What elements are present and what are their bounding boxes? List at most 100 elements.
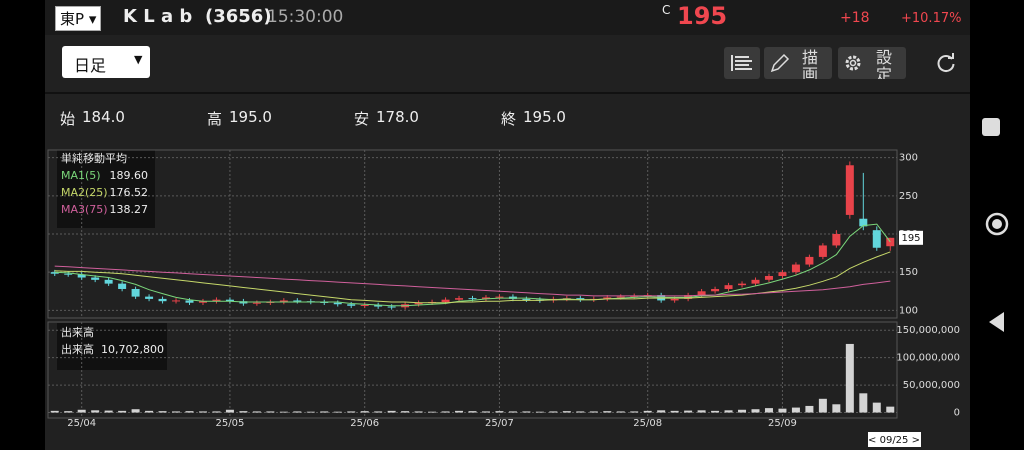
ohlc-value: 195.0	[523, 108, 566, 126]
volume-bar	[145, 410, 154, 413]
y-tick-label: 300	[899, 153, 918, 164]
gear-icon	[845, 55, 861, 71]
volume-legend-title: 出来高	[61, 325, 94, 339]
candle-body	[279, 300, 288, 302]
volume-bar	[306, 411, 315, 413]
candle-body	[91, 277, 100, 280]
ohlc-label: 終	[501, 110, 517, 128]
market-select[interactable]: 東P ▾	[55, 6, 102, 31]
candle-body	[805, 256, 814, 265]
ma-line	[54, 265, 891, 297]
change: +18	[840, 10, 870, 26]
y-tick-label: 0	[954, 408, 960, 419]
x-tick-label: 25/07	[485, 418, 514, 429]
ohlc-label: 安	[354, 110, 370, 128]
x-tick-label: 25/04	[67, 418, 96, 429]
volume-bar	[279, 411, 288, 413]
volume-bar	[225, 409, 234, 413]
candle-body	[131, 288, 140, 297]
draw-button[interactable]: 描画	[764, 47, 832, 79]
candle-body	[670, 298, 679, 301]
nav-home[interactable]	[985, 212, 1009, 236]
app: 東P ▾ K L a b (3656) 15:30:00 C 195 +18 +…	[45, 0, 970, 450]
candle-body	[886, 237, 895, 247]
candle-body	[481, 297, 490, 299]
price-flag: C	[662, 3, 671, 17]
volume-bar	[64, 411, 73, 413]
candle-body	[778, 272, 787, 276]
refresh-icon[interactable]	[935, 52, 957, 74]
caret: ▼	[134, 53, 143, 66]
volume-bar	[603, 411, 612, 413]
ohlc-value: 195.0	[229, 108, 272, 126]
settings-button[interactable]: 設定	[838, 47, 906, 79]
volume-bar	[468, 411, 477, 413]
volume-bar	[198, 411, 207, 413]
volume-bar	[441, 411, 450, 413]
volume-bar	[549, 411, 558, 413]
x-tick-label: 25/06	[350, 418, 379, 429]
volume-bar	[630, 411, 639, 413]
price: 195	[677, 2, 728, 30]
pencil-icon	[770, 53, 790, 73]
volume-bar	[185, 411, 194, 413]
volume-bar	[832, 404, 841, 413]
indicator-button[interactable]	[724, 47, 760, 79]
volume-bar	[401, 411, 410, 413]
candle-body	[387, 306, 396, 308]
candle-body	[576, 298, 585, 300]
volume-bar	[481, 411, 490, 413]
stock-name: K L a b	[123, 6, 193, 27]
market: 東P	[60, 10, 85, 28]
volume-bar	[455, 410, 464, 413]
volume-bar	[778, 408, 787, 413]
volume-bar	[158, 411, 167, 413]
candle-body	[185, 300, 194, 303]
ma-legend-value: 176.52	[110, 186, 149, 199]
volume-bar	[428, 411, 437, 413]
y-tick-label: 250	[899, 191, 918, 202]
volume-bar	[91, 410, 100, 413]
ma-legend-box	[57, 150, 155, 228]
volume-legend-label: 出来高	[61, 342, 94, 356]
candle-body	[764, 276, 773, 280]
volume-bar	[859, 393, 868, 413]
nav-back[interactable]	[989, 312, 1004, 332]
ma-legend-value: 138.27	[110, 203, 149, 216]
volume-bar	[239, 411, 248, 413]
candle-body	[603, 297, 612, 299]
period: 日足	[74, 56, 107, 75]
volume-bar	[212, 411, 221, 413]
candle-body	[198, 301, 207, 303]
candle-body	[293, 300, 302, 302]
price-tag	[899, 230, 923, 245]
ohlc-value: 184.0	[82, 108, 125, 126]
candle-body	[724, 285, 733, 289]
nav-recent[interactable]	[982, 118, 1000, 136]
candle-body	[172, 300, 181, 302]
candle-body	[252, 302, 261, 304]
candle-body	[158, 298, 167, 302]
period-select[interactable]: 日足 ▼	[62, 46, 150, 78]
volume-bar	[360, 411, 369, 413]
volume-bar	[845, 343, 854, 413]
volume-bar	[50, 410, 59, 413]
candle-body	[64, 273, 73, 275]
volume-bar	[374, 411, 383, 413]
ma-legend-value: 189.60	[110, 169, 149, 182]
date-nav[interactable]: < 09/25 >	[868, 435, 920, 446]
volume-bar	[172, 411, 181, 413]
volume-bar	[805, 405, 814, 413]
date-nav-box[interactable]	[868, 432, 921, 447]
divider	[45, 92, 970, 94]
candle-body	[225, 299, 234, 302]
volume-bar	[751, 409, 760, 413]
candle-body	[832, 234, 841, 246]
volume-bar	[657, 410, 666, 413]
candle-body	[414, 302, 423, 305]
volume-bar	[508, 411, 517, 413]
y-tick-label: 50,000,000	[903, 380, 960, 391]
candle-body	[104, 279, 113, 284]
